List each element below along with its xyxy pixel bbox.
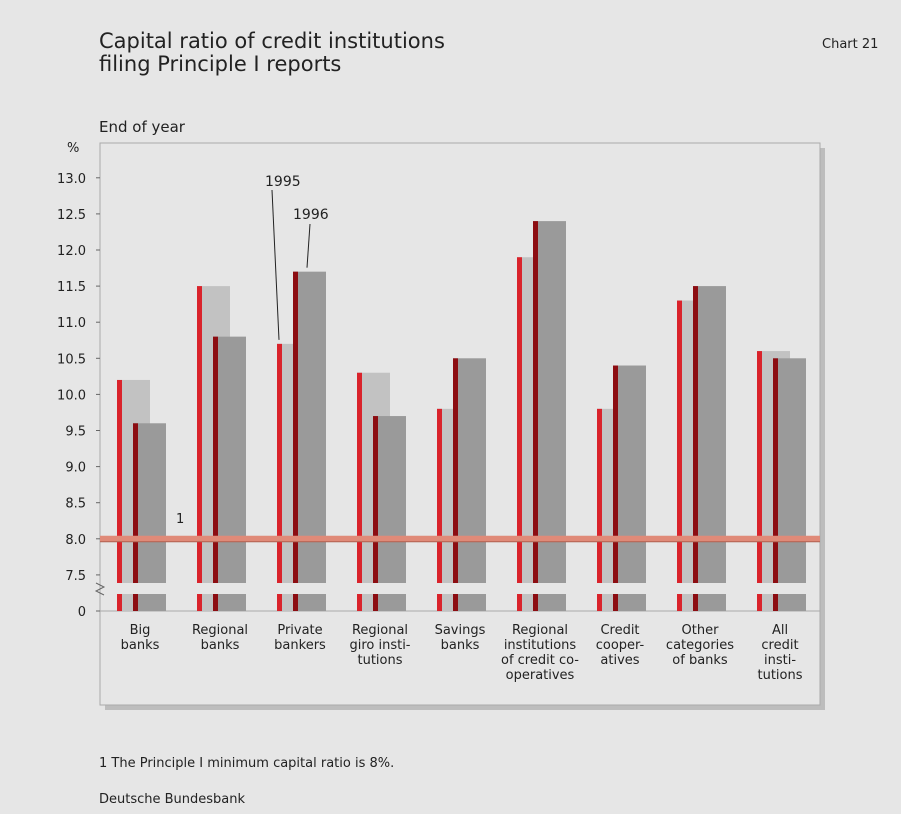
y-tick-label: 11.0 [57,316,86,331]
y-tick-label: 12.0 [57,244,86,259]
y-tick-label: 10.0 [57,388,86,403]
break-mark [94,582,106,596]
series-label: 1995 [265,174,301,190]
bar [213,336,246,611]
y-unit: % [67,141,79,156]
y-tick-label: 7.5 [65,569,86,584]
y-tick-label: 13.0 [57,172,86,187]
bar [133,423,166,611]
y-tick-label: 9.5 [65,425,86,440]
reference-label: 1 [176,512,184,527]
x-tick-label: Regional institutions of credit co-operati… [501,623,579,683]
x-tick-label: Regional giro insti-tutions [349,623,410,668]
x-tick-label: All credit insti-tutions [757,623,802,683]
chart-title: Capital ratio of credit institutions fili… [99,29,445,76]
label-frame [99,610,821,706]
bar [293,271,326,611]
subtitle: End of year [99,118,186,136]
x-tick-label: Other categories of banks [666,623,734,668]
x-tick-label: Savings banks [435,623,486,653]
x-tick-label: Credit cooper-atives [596,623,645,668]
y-tick-label: 10.5 [57,352,86,367]
source: Deutsche Bundesbank [99,792,246,807]
y-tick-label: 8.0 [65,533,86,548]
bar [613,365,646,611]
y-tick-label: 9.0 [65,461,86,476]
x-tick-label: Big banks [121,623,160,653]
chart-label: Chart 21 [822,37,878,52]
axis-break [101,583,819,594]
bar [533,221,566,611]
bar [773,358,806,611]
series-label: 1996 [293,207,329,223]
bar [453,358,486,611]
leader [306,223,311,268]
leader [271,189,280,340]
bar [373,416,406,611]
y-tick-label: 11.5 [57,280,86,295]
y-tick-label: 0 [78,605,86,620]
footnote: 1 The Principle I minimum capital ratio … [99,756,394,771]
x-tick-label: Private bankers [274,623,326,653]
y-tick-label: 8.5 [65,497,86,512]
bar [693,286,726,611]
x-tick-label: Regional banks [192,623,248,653]
y-tick-label: 12.5 [57,208,86,223]
